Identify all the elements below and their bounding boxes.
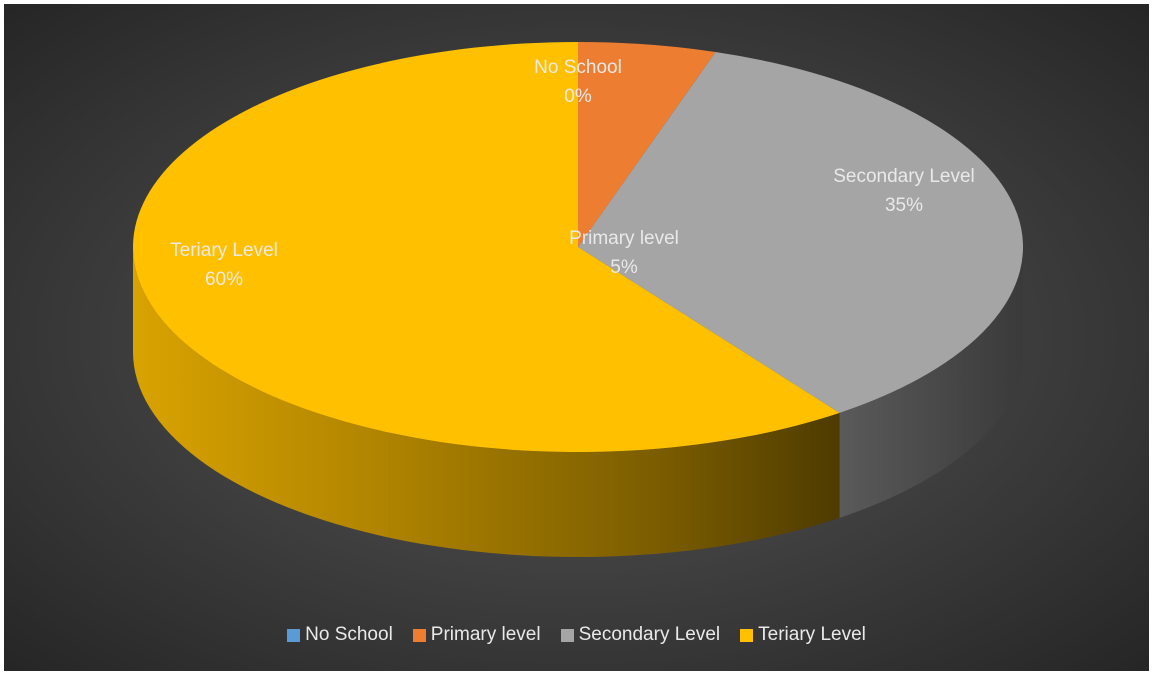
- pie-slice-secondary-level: [578, 52, 1024, 413]
- data-label-no-school-name: No School: [534, 57, 622, 78]
- legend-swatch-teriary-level: [740, 628, 754, 642]
- legend-label-secondary-level: Secondary Level: [578, 624, 721, 645]
- pie-slice-teriary-level: [132, 42, 840, 453]
- legend-swatch-primary-level: [412, 628, 426, 642]
- chart-area: No School 0% Primary level 5% Secondary Leve…: [4, 4, 1149, 671]
- data-label-no-school-value: 0%: [564, 86, 592, 107]
- pie-side-secondary-level: [839, 247, 1023, 518]
- legend-item-no-school: No School: [287, 624, 393, 646]
- pie-slice-primary-level: [578, 42, 716, 247]
- legend-swatch-no-school: [287, 628, 301, 642]
- legend-item-secondary-level: Secondary Level: [560, 624, 721, 646]
- data-label-primary-level-name: Primary level: [569, 228, 679, 249]
- legend-label-no-school: No School: [305, 624, 393, 645]
- data-label-primary-level-value: 5%: [610, 257, 638, 278]
- data-label-teriary-level-name: Teriary Level: [170, 240, 278, 261]
- data-label-secondary-level-name: Secondary Level: [833, 166, 975, 187]
- data-label-teriary-level-value: 60%: [205, 269, 243, 290]
- pie-side-teriary-level: [133, 247, 840, 558]
- legend-item-primary-level: Primary level: [412, 624, 541, 646]
- legend-swatch-secondary-level: [560, 628, 574, 642]
- legend-label-primary-level: Primary level: [430, 624, 541, 645]
- legend-label-teriary-level: Teriary Level: [758, 624, 866, 645]
- legend: No School Primary level Secondary Level Ter…: [4, 624, 1149, 646]
- legend-item-teriary-level: Teriary Level: [740, 624, 866, 646]
- data-label-secondary-level-value: 35%: [885, 195, 923, 216]
- pie-chart: No School 0% Primary level 5% Secondary Leve…: [4, 4, 1149, 671]
